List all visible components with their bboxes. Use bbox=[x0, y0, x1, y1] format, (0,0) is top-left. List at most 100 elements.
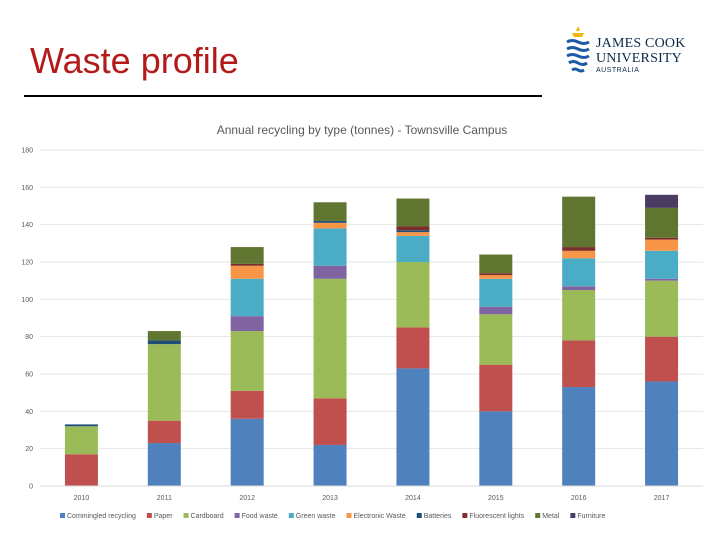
bar-segment bbox=[645, 207, 679, 238]
chart-title: Annual recycling by type (tonnes) - Town… bbox=[217, 123, 508, 137]
x-tick-label: 2012 bbox=[239, 495, 255, 502]
bar-segment bbox=[396, 327, 430, 369]
axis-layer: 0 20 40 60 80 100 120 140 160 180 2010 2011 2012 2013… bbox=[21, 148, 703, 502]
legend-swatch bbox=[535, 513, 541, 518]
legend-swatch bbox=[570, 513, 576, 518]
bar-segment bbox=[230, 418, 264, 486]
bar-segment bbox=[562, 387, 596, 486]
bar-segment bbox=[64, 454, 98, 486]
bar-segment bbox=[562, 286, 596, 290]
y-tick-label: 20 bbox=[25, 446, 33, 453]
title-underline bbox=[24, 95, 542, 97]
bar-segment bbox=[562, 340, 596, 388]
logo-line-3: AUSTRALIA bbox=[596, 67, 640, 74]
bar-segment bbox=[313, 265, 347, 279]
logo-line-2: UNIVERSITY bbox=[596, 51, 682, 66]
bar-segment bbox=[147, 420, 181, 444]
bar-segment bbox=[396, 368, 430, 486]
legend-label: Furniture bbox=[577, 513, 605, 520]
legend-label: Commingled recycling bbox=[67, 513, 136, 520]
legend: Commingled recycling Paper Cardboard Food w… bbox=[60, 513, 605, 520]
bar-segment bbox=[230, 247, 264, 264]
bar-segment bbox=[645, 280, 679, 337]
bar-segment bbox=[396, 230, 430, 233]
bar-segment bbox=[479, 275, 513, 279]
y-tick-label: 80 bbox=[25, 334, 33, 341]
bar-segment bbox=[396, 226, 430, 231]
bar-segment bbox=[64, 426, 98, 455]
legend-label: Electronic Waste bbox=[353, 513, 405, 520]
bar-segment bbox=[562, 247, 596, 251]
legend-swatch bbox=[234, 513, 240, 518]
x-tick-label: 2016 bbox=[571, 495, 587, 502]
bar-segment bbox=[313, 222, 347, 229]
bar-segment bbox=[479, 254, 513, 274]
bar-segment bbox=[645, 239, 679, 251]
slide-title: Waste profile bbox=[30, 40, 239, 81]
bar-segment bbox=[479, 278, 513, 307]
bar-segment bbox=[230, 331, 264, 391]
bar-segment bbox=[313, 278, 347, 399]
bar-segment bbox=[479, 306, 513, 315]
legend-swatch bbox=[288, 513, 294, 518]
bar-segment bbox=[645, 278, 679, 281]
y-tick-label: 180 bbox=[21, 148, 33, 155]
bar-segment bbox=[562, 290, 596, 341]
y-tick-label: 0 bbox=[29, 484, 33, 491]
x-tick-label: 2013 bbox=[322, 495, 338, 502]
bar-segment bbox=[147, 340, 181, 345]
grid-layer bbox=[40, 149, 703, 450]
bar-segment bbox=[562, 250, 596, 259]
bar-segment bbox=[479, 273, 513, 276]
bar-segment bbox=[230, 390, 264, 419]
bar-segment bbox=[230, 265, 264, 279]
bar-segment bbox=[313, 398, 347, 445]
legend-swatch bbox=[183, 513, 189, 518]
bar-segment bbox=[645, 237, 679, 240]
legend-label: Batteries bbox=[424, 513, 452, 520]
y-tick-label: 160 bbox=[21, 185, 33, 192]
legend-label: Fluorescent lights bbox=[469, 513, 524, 520]
bar-segment bbox=[396, 262, 430, 328]
legend-swatch bbox=[346, 513, 352, 518]
stacked-bar-chart: Annual recycling by type (tonnes) - Town… bbox=[21, 123, 703, 520]
y-tick-label: 120 bbox=[21, 260, 33, 267]
bar-segment bbox=[313, 220, 347, 223]
bar-segment bbox=[479, 364, 513, 412]
legend-swatch bbox=[462, 513, 468, 518]
y-tick-label: 140 bbox=[21, 222, 33, 229]
bar-segment bbox=[396, 198, 430, 227]
bar-segment bbox=[562, 258, 596, 287]
x-tick-label: 2014 bbox=[405, 495, 421, 502]
bar-segment bbox=[313, 202, 347, 221]
legend-swatch bbox=[146, 513, 152, 518]
x-tick-label: 2010 bbox=[74, 495, 90, 502]
bar-segment bbox=[230, 278, 264, 317]
y-tick-label: 100 bbox=[21, 297, 33, 304]
x-tick-label: 2011 bbox=[157, 495, 172, 502]
legend-label: Green waste bbox=[296, 513, 336, 520]
x-tick-label: 2017 bbox=[654, 495, 670, 502]
bar-segment bbox=[230, 263, 264, 266]
bar-segment bbox=[230, 316, 264, 332]
logo-line-1: JAMES COOK bbox=[596, 36, 686, 51]
university-crest-icon bbox=[566, 26, 590, 73]
bar-segment bbox=[313, 228, 347, 266]
legend-swatch bbox=[60, 513, 65, 518]
bar-segment bbox=[645, 250, 679, 279]
bar-segment bbox=[645, 336, 679, 382]
bar-segment bbox=[147, 443, 181, 486]
bar-segment bbox=[562, 196, 596, 248]
legend-label: Food waste bbox=[242, 513, 278, 520]
y-tick-label: 40 bbox=[25, 409, 33, 416]
x-tick-label: 2015 bbox=[488, 495, 504, 502]
legend-label: Cardboard bbox=[191, 513, 224, 520]
bar-segment bbox=[645, 194, 679, 208]
bar-segment bbox=[313, 444, 347, 486]
bar-segment bbox=[147, 344, 181, 421]
y-tick-label: 60 bbox=[25, 372, 33, 379]
legend-swatch bbox=[416, 513, 422, 518]
legend-label: Paper bbox=[154, 513, 173, 520]
bar-segment bbox=[396, 232, 430, 236]
legend-label: Metal bbox=[542, 513, 560, 520]
